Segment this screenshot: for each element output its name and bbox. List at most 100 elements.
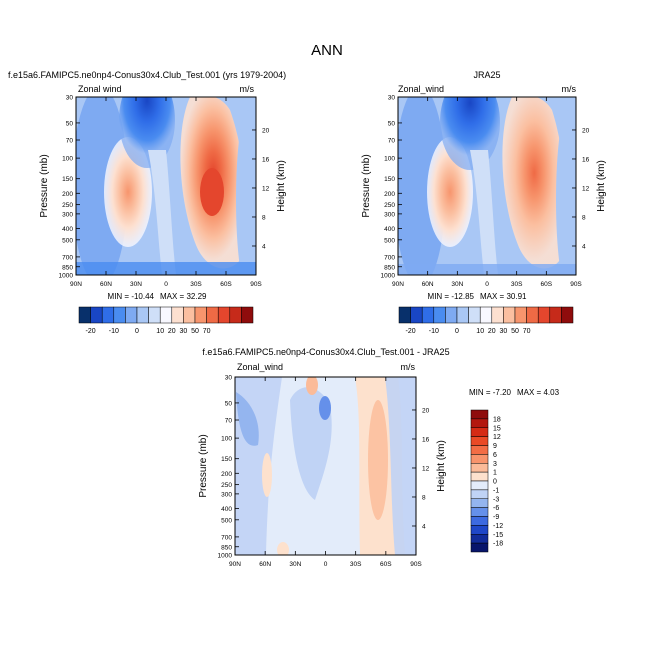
colorbar-model: -20 -10 0 10 20 30 50 70 (78, 306, 254, 335)
panel-obs-xtick-label: 30N (451, 281, 463, 288)
colorbar-diff: 18 15 12 9 6 3 1 0-1 -3 -6 -9 -12 -15 -18 (470, 409, 503, 553)
colorbar-diff-swatch (470, 409, 489, 420)
panel-model-ytick-label: 250 (62, 202, 73, 209)
panel-diff-ylabel: Pressure (mb) (198, 434, 209, 497)
colorbar-diff-swatch (470, 507, 489, 517)
panel-diff-field (235, 377, 416, 555)
panel-model-var-label: Zonal wind (78, 84, 122, 94)
colorbar-swatch (410, 306, 423, 324)
panel-model-xtick-label: 60N (100, 281, 112, 288)
colorbar-swatch (159, 306, 173, 324)
colorbar-diff-swatch (470, 445, 489, 455)
colorbar-diff-swatch (470, 436, 489, 446)
panel-diff-ytick-label: 70 (225, 418, 233, 425)
colorbar-label: -20 (86, 328, 96, 335)
panel-obs-title: JRA25 (473, 70, 500, 80)
colorbar-swatch (479, 306, 493, 324)
panel-obs-htick-label: 20 (582, 127, 590, 134)
panel-obs-xtick-label: 60N (422, 281, 434, 288)
colorbar-swatch (113, 306, 126, 324)
panel-model-ylabel: Pressure (mb) (39, 154, 50, 217)
panel-obs-ytick-label: 100 (384, 156, 395, 163)
panel-obs-ylabel-right: Height (km) (596, 160, 607, 212)
panel-diff-htick-label: 4 (422, 523, 426, 530)
panel-diff-xtick-label: 60S (380, 561, 392, 568)
panel-diff-max: MAX = 4.03 (517, 388, 560, 397)
colorbar-diff-swatch (470, 463, 489, 473)
panel-diff-min: MIN = -7.20 (469, 388, 512, 397)
panel-model-htick-label: 4 (262, 243, 266, 250)
colorbar-diff-swatch (470, 480, 489, 491)
panel-model-ytick-label: 400 (62, 226, 73, 233)
panel-obs-xtick-label: 90N (392, 281, 404, 288)
panel-obs-htick-label: 16 (582, 156, 590, 163)
panel-diff: f.e15a6.FAMIPC5.ne0np4-Conus30x4.Club_Te… (198, 347, 560, 568)
panel-obs-htick-label: 12 (582, 185, 590, 192)
colorbar-swatch (194, 306, 207, 324)
colorbar-label: 30 (180, 328, 188, 335)
panel-diff-htick-label: 16 (422, 436, 430, 443)
panel-model-title: f.e15a6.FAMIPC5.ne0np4-Conus30x4.Club_Te… (8, 70, 286, 80)
colorbar-label: -10 (429, 328, 439, 335)
panel-model-htick-label: 20 (262, 127, 270, 134)
panel-obs-xtick-label: 30S (511, 281, 523, 288)
colorbar-diff-label: -15 (493, 532, 503, 539)
panel-model-min: MIN = -10.44 (108, 292, 155, 301)
panel-diff-ytick-label: 850 (221, 544, 232, 551)
panel-obs-ytick-label: 50 (388, 120, 396, 127)
panel-model-xtick-label: 30N (130, 281, 142, 288)
colorbar-swatch (468, 306, 481, 324)
colorbar-swatch (101, 306, 115, 324)
panel-obs-ylabel: Pressure (mb) (361, 154, 372, 217)
panel-model-max: MAX = 32.29 (160, 292, 207, 301)
panel-model-ytick-label: 70 (66, 138, 74, 145)
colorbar-label: 50 (191, 328, 199, 335)
colorbar-label: 10 (476, 328, 484, 335)
panel-obs-var-label: Zonal_wind (398, 84, 444, 94)
colorbar-swatch (90, 306, 103, 324)
panel-obs-ytick-label: 30 (388, 95, 396, 102)
panel-diff-xtick-label: 60N (259, 561, 271, 568)
panel-model-xtick-label: 90N (70, 281, 82, 288)
panel-model-ytick-label: 700 (62, 254, 73, 261)
panel-model-xtick-label: 0 (164, 281, 168, 288)
colorbar-swatch (537, 306, 551, 324)
colorbar-diff-label: -6 (493, 505, 499, 512)
colorbar-swatch (229, 306, 242, 324)
panel-model-ytick-label: 300 (62, 211, 73, 218)
panel-model-htick-label: 12 (262, 185, 270, 192)
colorbar-swatch (491, 306, 504, 324)
colorbar-diff-swatch (470, 498, 489, 508)
panel-model-ytick-label: 1000 (59, 273, 74, 280)
colorbar-diff-label: 9 (493, 443, 497, 450)
panel-obs-ytick-label: 70 (388, 138, 396, 145)
panel-diff-htick-label: 20 (422, 407, 430, 414)
colorbar-diff-label: 18 (493, 416, 501, 423)
colorbar-swatch (514, 306, 527, 324)
colorbar-swatch (125, 306, 138, 324)
panel-model-ytick-label: 200 (62, 191, 73, 198)
panel-diff-xtick-label: 90S (410, 561, 422, 568)
colorbar-label: 20 (168, 328, 176, 335)
colorbar-swatch (206, 306, 219, 324)
colorbar-swatch (433, 306, 446, 324)
colorbar-swatch (217, 306, 231, 324)
panel-diff-ytick-label: 300 (221, 491, 232, 498)
panel-diff-htick-label: 12 (422, 465, 430, 472)
panel-obs-ytick-label: 150 (384, 176, 395, 183)
panel-diff-ytick-label: 30 (225, 375, 233, 382)
colorbar-swatch (148, 306, 161, 324)
colorbar-label: 10 (156, 328, 164, 335)
colorbar-swatch (136, 306, 149, 324)
panel-obs-units: m/s (562, 84, 577, 94)
colorbar-diff-swatch (470, 542, 489, 553)
panel-obs: JRA25 Zonal_wind m/s Pressure (mb) Heigh… (361, 70, 607, 301)
panel-obs-ytick-label: 300 (384, 211, 395, 218)
colorbar-swatch (549, 306, 562, 324)
panel-model-ytick-label: 30 (66, 95, 74, 102)
figure-title: ANN (311, 42, 343, 59)
panel-diff-ytick-label: 200 (221, 471, 232, 478)
colorbar-swatch (561, 306, 574, 324)
colorbar-diff-label: 3 (493, 461, 497, 468)
